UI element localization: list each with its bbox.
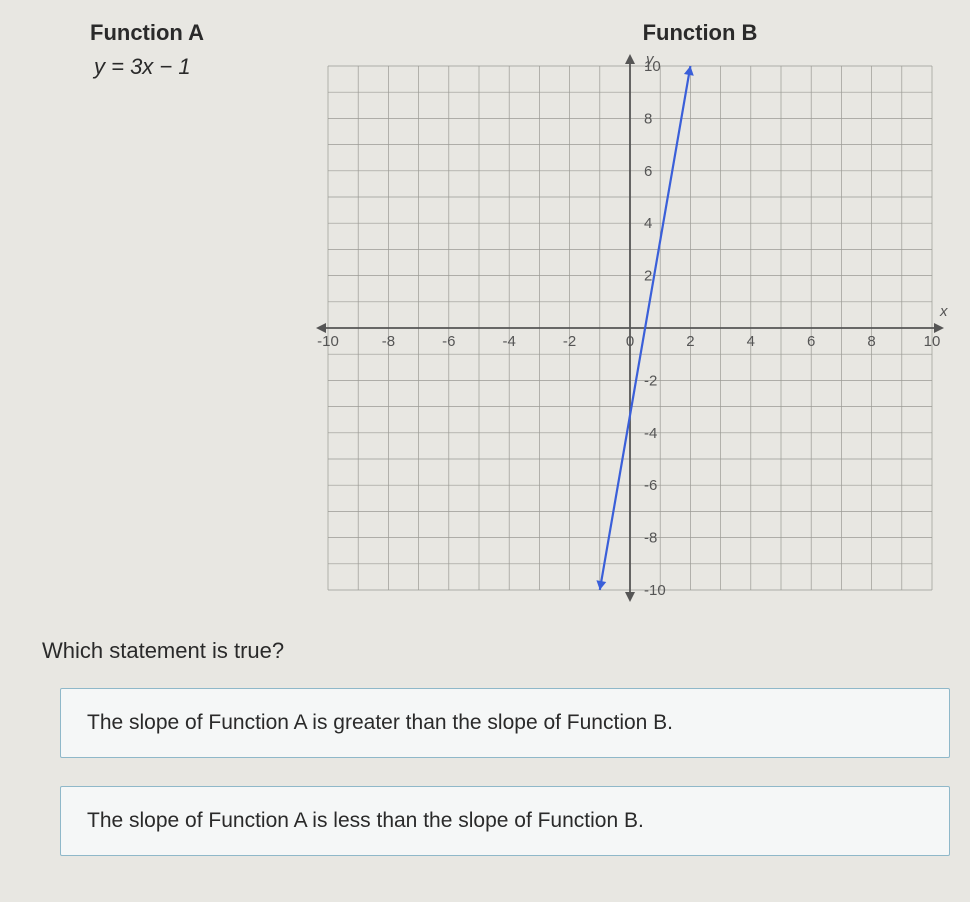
top-row: Function A y = 3x − 1 Function B -10 -8 -6… <box>0 10 970 608</box>
option-b[interactable]: The slope of Function A is less than the… <box>60 786 950 856</box>
svg-text:10: 10 <box>924 333 941 350</box>
svg-text:0: 0 <box>626 333 634 350</box>
svg-text:-8: -8 <box>644 530 657 547</box>
svg-text:6: 6 <box>807 333 815 350</box>
function-a-title: Function A <box>90 20 310 46</box>
function-a-block: Function A y = 3x − 1 <box>0 10 310 80</box>
svg-text:-6: -6 <box>644 477 657 494</box>
svg-text:-8: -8 <box>382 333 395 350</box>
option-a[interactable]: The slope of Function A is greater than … <box>60 688 950 758</box>
options-list: The slope of Function A is greater than … <box>0 688 970 856</box>
svg-text:-2: -2 <box>563 333 576 350</box>
svg-text:4: 4 <box>644 215 652 232</box>
svg-text:x: x <box>939 303 948 320</box>
function-b-chart: -10-8-6-4-20246810-10-8-6-4-2246810xy <box>310 48 950 608</box>
svg-text:-4: -4 <box>644 425 657 442</box>
svg-text:-6: -6 <box>442 333 455 350</box>
svg-text:8: 8 <box>867 333 875 350</box>
svg-text:2: 2 <box>686 333 694 350</box>
svg-text:6: 6 <box>644 163 652 180</box>
svg-text:-4: -4 <box>503 333 516 350</box>
function-b-title: Function B <box>310 20 950 46</box>
svg-text:-2: -2 <box>644 372 657 389</box>
chart-container: -10-8-6-4-20246810-10-8-6-4-2246810xy <box>310 48 950 608</box>
question-text: Which statement is true? <box>0 608 970 688</box>
svg-text:2: 2 <box>644 268 652 285</box>
svg-text:-10: -10 <box>644 582 666 599</box>
function-b-block: Function B -10 -8 -6 -4 -2 0 2 4 6 8 10 -10 -8 -6 -4 -2… <box>310 10 970 608</box>
svg-text:4: 4 <box>747 333 755 350</box>
svg-text:-10: -10 <box>317 333 339 350</box>
svg-text:8: 8 <box>644 110 652 127</box>
function-a-equation: y = 3x − 1 <box>90 54 310 80</box>
